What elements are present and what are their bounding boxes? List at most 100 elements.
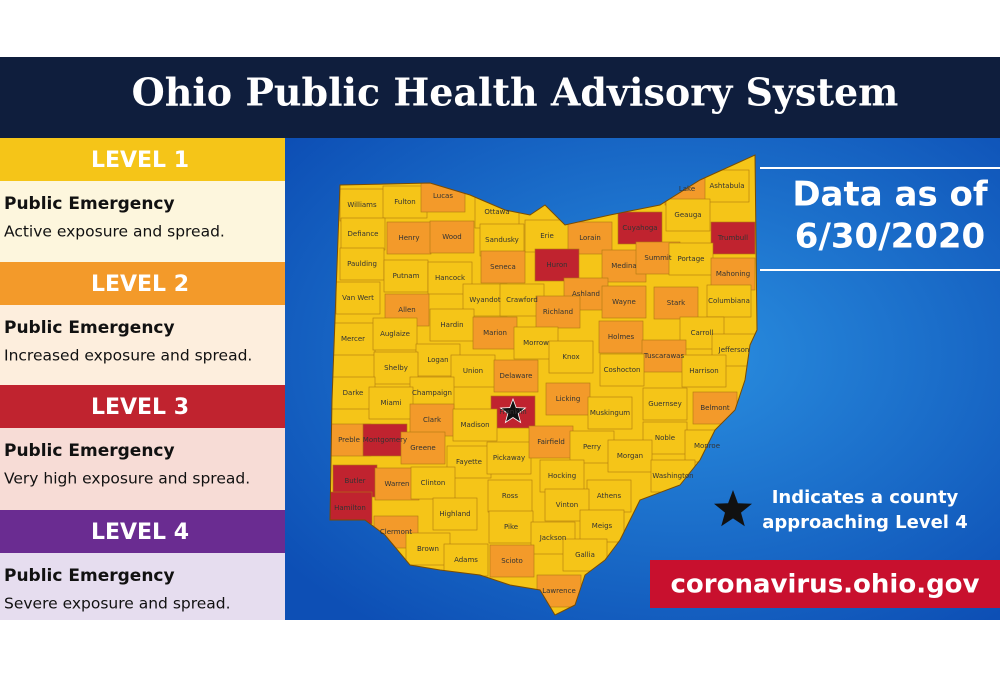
county [452,408,498,442]
county [668,242,714,276]
county-label: Perry [583,443,601,451]
level-header [0,262,285,305]
county [535,295,581,329]
county [493,359,539,393]
county-label: Lake [679,185,695,193]
county-label: Seneca [490,263,516,271]
county-label: Morgan [617,452,643,460]
county-label: Warren [385,480,410,488]
county [489,544,535,578]
county-label: Clinton [421,479,446,487]
county-label: Monroe [694,442,720,450]
state-outline [329,154,758,616]
county-label: Franklin [499,408,527,416]
level-label: LEVEL 2 [91,272,189,297]
county [330,491,373,525]
note-line: approaching Level 4 [762,512,968,533]
county-label: Hocking [548,472,576,480]
county [372,317,418,351]
county-label: Trumbull [717,234,748,242]
level-legend: LEVEL 1 Public Emergency Active exposure a… [0,138,285,620]
county [598,320,644,354]
county [599,353,645,387]
county-label: Sandusky [485,236,519,244]
date-line: Data as of [792,175,989,215]
county [335,281,381,315]
county [405,532,451,566]
county-label: Allen [398,306,415,314]
county [386,221,432,255]
county-label: Auglaize [380,330,410,338]
county-label: Fairfield [537,438,565,446]
level-heading: Public Emergency [4,441,175,461]
county [524,219,570,253]
county-label: Knox [562,353,579,361]
county [607,439,653,473]
county [653,286,699,320]
county-label: Mercer [341,335,365,343]
county [706,284,752,318]
county [340,217,386,251]
county [488,510,534,544]
county-label: Shelby [384,364,408,372]
county-label: Montgomery [363,436,407,444]
county-label: Meigs [592,522,613,530]
county-label: Madison [460,421,489,429]
county-label: Pike [504,523,518,531]
county-label: Gallia [575,551,595,559]
county-label: Cuyahoga [622,224,657,232]
county [432,497,478,531]
note-line: Indicates a county [772,487,959,508]
county-label: Darke [343,389,364,397]
county-label: Stark [667,299,686,307]
county-label: Medina [611,262,636,270]
county [443,543,489,577]
county-label: Tuscarawas [643,352,685,360]
county-label: Vinton [556,501,578,509]
county-label: Ashtabula [709,182,744,190]
county [479,223,525,257]
county-label: Belmont [700,404,730,412]
county [539,459,585,493]
county-label: Athens [597,492,622,500]
level-header [0,138,285,181]
level-description: Increased exposure and spread. [4,347,252,365]
county-label: Highland [439,510,470,518]
county [332,464,378,498]
county-label: Ashland [572,290,600,298]
county-label: Wyandot [469,296,500,304]
county-label: Richland [543,308,573,316]
county [400,431,446,465]
level-description: Active exposure and spread. [4,223,225,241]
county [704,169,750,203]
county-label: Washington [652,472,693,480]
county [534,248,580,282]
level-label: LEVEL 1 [91,148,189,173]
county-label: Hancock [435,274,466,282]
county-label: Morrow [523,339,549,347]
county-label: Ross [502,492,518,500]
county-label: Pickaway [493,454,525,462]
county-label: Crawford [506,296,538,304]
county [617,211,663,245]
level-label: LEVEL 3 [91,395,189,420]
county [587,396,633,430]
county [601,285,647,319]
approaching-star [499,397,527,424]
county-label: Henry [398,234,419,242]
county-label: Jackson [539,534,567,542]
county [569,430,615,464]
county [368,386,414,420]
date-line: 6/30/2020 [795,217,985,257]
url: coronavirus.ohio.gov [670,570,979,600]
county [665,198,711,232]
county-label: Hardin [440,321,463,329]
county [429,308,475,342]
county-label: Butler [344,477,365,485]
level-label: LEVEL 4 [91,520,189,545]
county-label: Miami [380,399,401,407]
county-label: Mahoning [716,270,750,278]
level-heading: Public Emergency [4,318,175,338]
url-bar [650,560,1000,608]
county-label: Harrison [689,367,719,375]
